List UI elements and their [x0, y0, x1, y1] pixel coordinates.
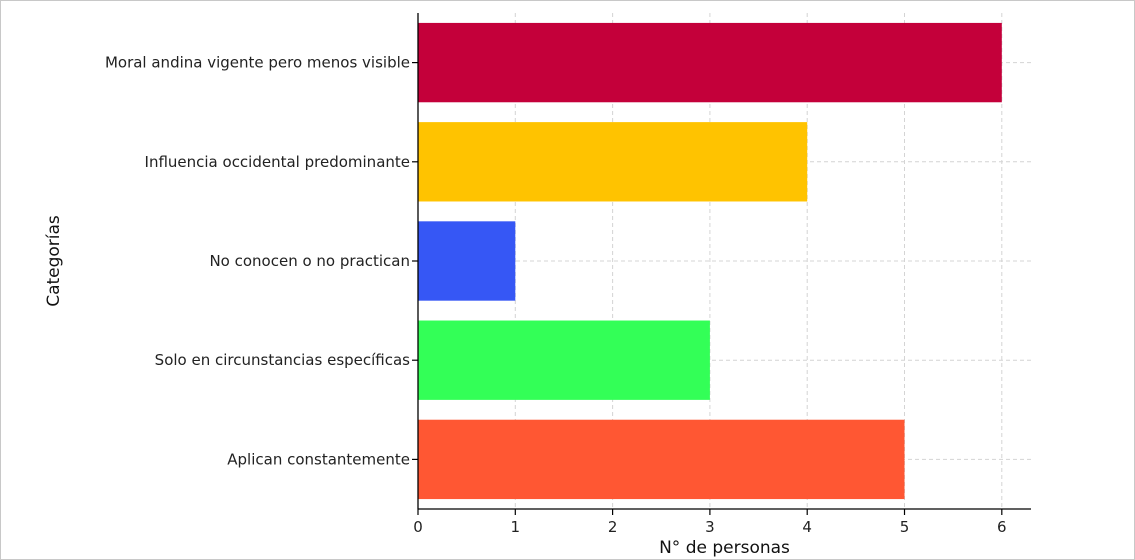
y-tick-label: Solo en circunstancias específicas [155, 351, 411, 369]
bar [418, 22, 1002, 103]
x-tick-label: 1 [511, 518, 521, 536]
x-tick-label: 4 [802, 518, 812, 536]
y-axis-title: Categorías [44, 215, 64, 307]
bar [418, 320, 710, 400]
ticks: 0 1 2 3 4 5 6 Moral andina vigente pero menos v… [105, 54, 1007, 536]
bars [418, 22, 1002, 500]
y-tick-label: Moral andina vigente pero menos visible [105, 54, 410, 72]
bar [418, 122, 808, 202]
x-tick-label: 5 [900, 518, 910, 536]
x-axis-title: N° de personas [659, 538, 790, 558]
bar [418, 419, 905, 500]
y-tick-label: Aplican constantemente [227, 450, 410, 468]
x-tick-label: 2 [608, 518, 618, 536]
x-tick-label: 6 [997, 518, 1007, 536]
x-tick-label: 3 [705, 518, 715, 536]
bar [418, 221, 516, 301]
x-tick-label: 0 [413, 518, 423, 536]
y-tick-label: Influencia occidental predominante [145, 153, 410, 171]
y-tick-label: No conocen o no practican [209, 252, 410, 270]
